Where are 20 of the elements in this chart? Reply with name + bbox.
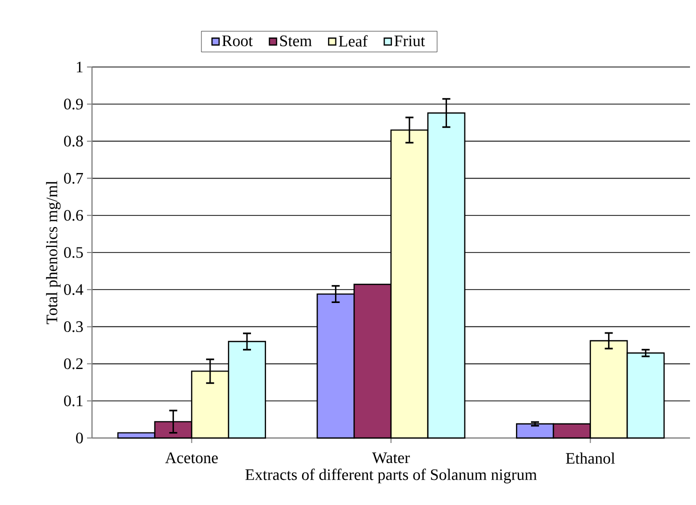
y-tick-label: 0.1: [64, 395, 83, 406]
y-tick-label: 0.4: [64, 284, 84, 296]
x-tick-label: Ethanol: [566, 452, 615, 464]
y-tick-label: 0: [76, 432, 83, 444]
x-tick-label: Acetone: [165, 452, 218, 464]
y-tick-label: 1: [76, 62, 83, 72]
legend-label: Leaf: [338, 35, 368, 47]
legend-label: Root: [222, 36, 253, 46]
y-tick-label: 0.2: [64, 358, 83, 370]
x-axis-title: Extracts of different parts of Solanum nigrum: [245, 468, 537, 484]
y-axis-title: Total phenolics mg/ml: [46, 180, 61, 324]
legend-label: Friut: [394, 36, 425, 46]
y-tick-label: 0.6: [64, 210, 83, 221]
y-tick-label: 0.7: [64, 172, 84, 184]
y-tick-label: 0.9: [64, 98, 83, 110]
y-tick-label: 0.5: [64, 247, 83, 258]
y-tick-label: 0.8: [64, 136, 83, 147]
legend-label: Stem: [280, 36, 312, 46]
x-tick-label: Water: [372, 452, 410, 464]
y-tick-label: 0.3: [64, 321, 83, 332]
